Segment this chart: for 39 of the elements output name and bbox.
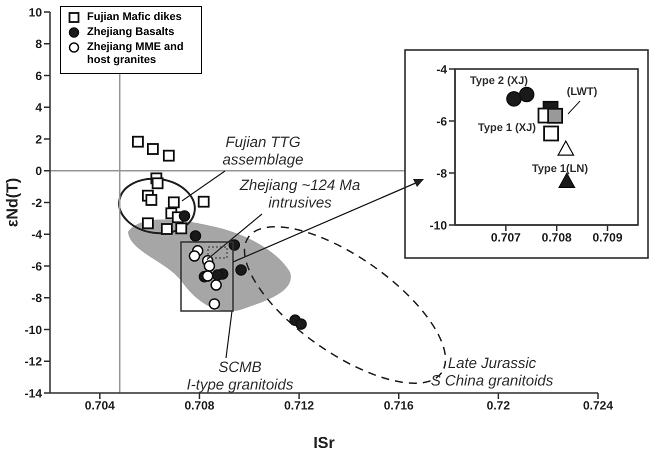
y-tick-label: -8 — [31, 291, 42, 306]
y-tick-label: -14 — [24, 386, 42, 400]
y-tick-label: -4 — [436, 62, 448, 76]
y-axis-title: εNd(T) — [4, 178, 22, 228]
y-tick-label: -6 — [31, 259, 42, 274]
legend-label: Zhejiang Basalts — [87, 26, 174, 39]
y-tick-label: 8 — [35, 37, 42, 52]
y-tick-label: -10 — [24, 322, 42, 337]
annotation: Type 1 (XJ) — [478, 122, 536, 134]
y-tick-label: 10 — [28, 5, 42, 20]
y-tick-label: 2 — [35, 132, 42, 146]
x-tick-label: 0.716 — [384, 398, 414, 413]
y-tick-label: -2 — [31, 196, 42, 210]
x-tick-label: 0.708 — [542, 230, 572, 245]
y-tick-label: -8 — [436, 166, 448, 180]
x-tick-label: 0.72 — [486, 398, 510, 413]
y-tick-label: 6 — [35, 68, 42, 83]
y-tick-label: -10 — [430, 218, 448, 232]
y-tick-label: -6 — [436, 114, 448, 128]
x-tick-label: 0.704 — [84, 398, 116, 413]
x-axis-title: ISr — [313, 435, 335, 452]
legend-label: Fujian Mafic dikes — [87, 11, 182, 24]
legend-label: Zhejiang MME and host granites — [87, 41, 185, 67]
annotation: Type 2 (XJ) — [470, 75, 528, 87]
y-tick-label: -4 — [31, 228, 42, 242]
annotation: Zhejiang ~124 Ma intrusives — [238, 177, 360, 212]
annotation: Fujian TTG assemblage — [222, 134, 304, 168]
annotation: SCMB I-type granitoids — [186, 359, 294, 394]
x-tick-label: 0.708 — [184, 398, 215, 413]
x-tick-label: 0.709 — [592, 230, 623, 245]
x-tick-label: 0.724 — [582, 398, 614, 413]
annotation: Type 1(LN) — [532, 163, 588, 175]
y-tick-label: 0 — [35, 164, 42, 178]
annotation: (LWT) — [566, 86, 598, 98]
y-tick-label: -12 — [24, 354, 42, 369]
annotation: Late Jurassic S China granitoids — [430, 355, 554, 390]
x-tick-label: 0.707 — [490, 230, 522, 245]
y-tick-label: 4 — [35, 100, 42, 115]
x-tick-label: 0.712 — [284, 398, 314, 413]
